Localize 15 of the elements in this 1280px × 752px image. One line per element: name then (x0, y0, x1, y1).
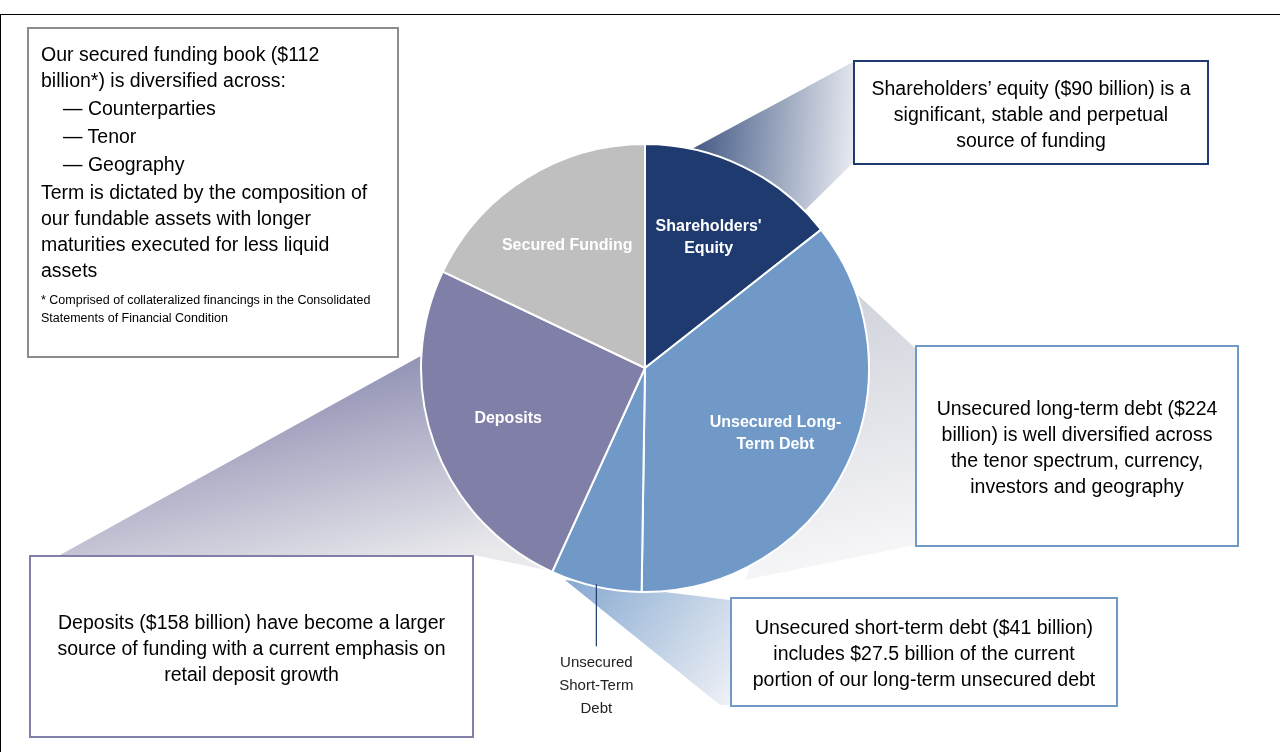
text: Term is dictated by the composition of our fundable assets with longer maturities executed for less liquid assets (41, 180, 369, 283)
text: — Geography (62, 152, 186, 177)
text: — Tenor (62, 124, 138, 149)
text: Deposits ($158 billion) have become a larger source of funding with a current emphasis on retail deposit growth (56, 609, 447, 687)
text: Unsecured long-term debt ($224 billion) is well diversified across the tenor spectrum, currency, investors and geography (935, 396, 1219, 499)
slice-label: Unsecured Long-Term Debt (708, 411, 843, 454)
text: Our secured funding book ($112 billion*) is diversified across: (41, 42, 321, 93)
slice-label: Unsecured Short-Term Debt (558, 652, 635, 719)
text: Unsecured short-term debt ($41 billion) includes $27.5 billion of the current portion of our long-term unsecured debt (751, 615, 1097, 692)
slice-label: Secured Funding (501, 234, 633, 255)
slice-label: Shareholders' Equity (654, 216, 763, 259)
text: * Comprised of collateralized financings in the Consolidated Statements of Financial Condition (41, 292, 372, 327)
text: — Counterparties (62, 96, 217, 121)
text: Shareholders’ equity ($90 billion) is a significant, stable and perpetual source of funding (871, 75, 1191, 153)
slice-label: Deposits (474, 407, 542, 428)
